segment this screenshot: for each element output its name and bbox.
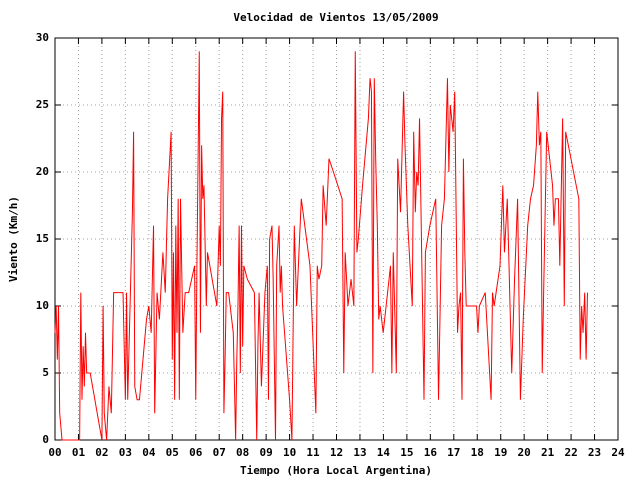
data-line — [54, 51, 588, 441]
x-tick-label: 08 — [236, 446, 249, 459]
y-tick-label: 20 — [36, 165, 49, 178]
x-tick-label: 12 — [330, 446, 343, 459]
x-tick-label: 02 — [95, 446, 108, 459]
x-tick-label: 07 — [213, 446, 226, 459]
x-tick-label: 22 — [564, 446, 577, 459]
y-tick-label: 10 — [36, 299, 49, 312]
plot-frame — [54, 37, 619, 441]
y-tick-label: 15 — [36, 232, 49, 245]
y-tick-label: 5 — [42, 366, 49, 379]
x-tick-label: 24 — [611, 446, 625, 459]
x-tick-label: 18 — [471, 446, 484, 459]
chart-title: Velocidad de Vientos 13/05/2009 — [233, 11, 438, 24]
y-tick-label: 0 — [42, 433, 49, 446]
x-tick-label: 17 — [447, 446, 460, 459]
y-axis-label: Viento (Km/h) — [7, 196, 20, 282]
x-tick-label: 01 — [72, 446, 86, 459]
x-tick-label: 15 — [400, 446, 413, 459]
x-tick-label: 04 — [142, 446, 156, 459]
x-tick-label: 11 — [306, 446, 320, 459]
x-tick-label: 10 — [283, 446, 296, 459]
x-tick-label: 19 — [494, 446, 507, 459]
x-tick-label: 23 — [588, 446, 601, 459]
y-tick-label: 30 — [36, 31, 49, 44]
x-tick-label: 20 — [518, 446, 531, 459]
x-tick-label: 06 — [189, 446, 203, 459]
x-tick-label: 21 — [541, 446, 555, 459]
x-tick-label: 00 — [48, 446, 61, 459]
y-tick-label: 25 — [36, 98, 49, 111]
x-tick-label: 03 — [119, 446, 132, 459]
x-axis-label: Tiempo (Hora Local Argentina) — [240, 464, 432, 477]
x-tick-label: 09 — [260, 446, 273, 459]
x-tick-label: 16 — [424, 446, 438, 459]
x-tick-label: 14 — [377, 446, 391, 459]
x-tick-label: 05 — [166, 446, 179, 459]
x-tick-label: 13 — [353, 446, 366, 459]
